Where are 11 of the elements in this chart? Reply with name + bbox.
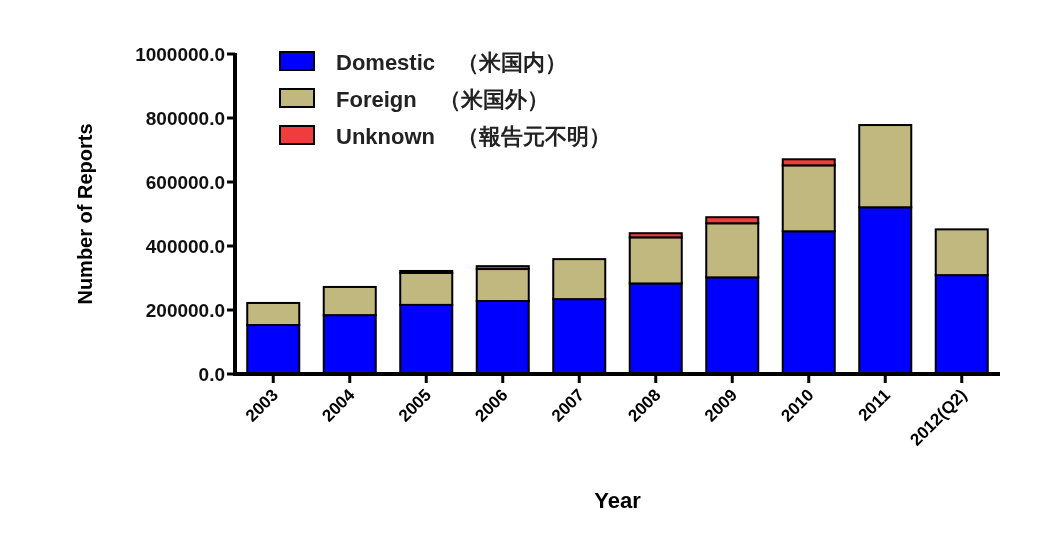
- legend-label: Unknown （報告元不明）: [336, 124, 611, 149]
- y-tick-label: 800000.0: [145, 108, 225, 129]
- legend-label: Foreign （米国外）: [336, 87, 549, 112]
- y-tick-label: 0.0: [198, 364, 225, 385]
- y-tick-label: 200000.0: [145, 300, 225, 321]
- y-tick-label: 400000.0: [145, 236, 225, 257]
- legend-label: Domestic （米国内）: [336, 50, 568, 75]
- y-axis-title: Number of Reports: [74, 123, 96, 305]
- y-tick-label: 1000000.0: [135, 44, 225, 65]
- x-axis-title: Year: [594, 488, 642, 513]
- y-tick-label: 600000.0: [145, 172, 225, 193]
